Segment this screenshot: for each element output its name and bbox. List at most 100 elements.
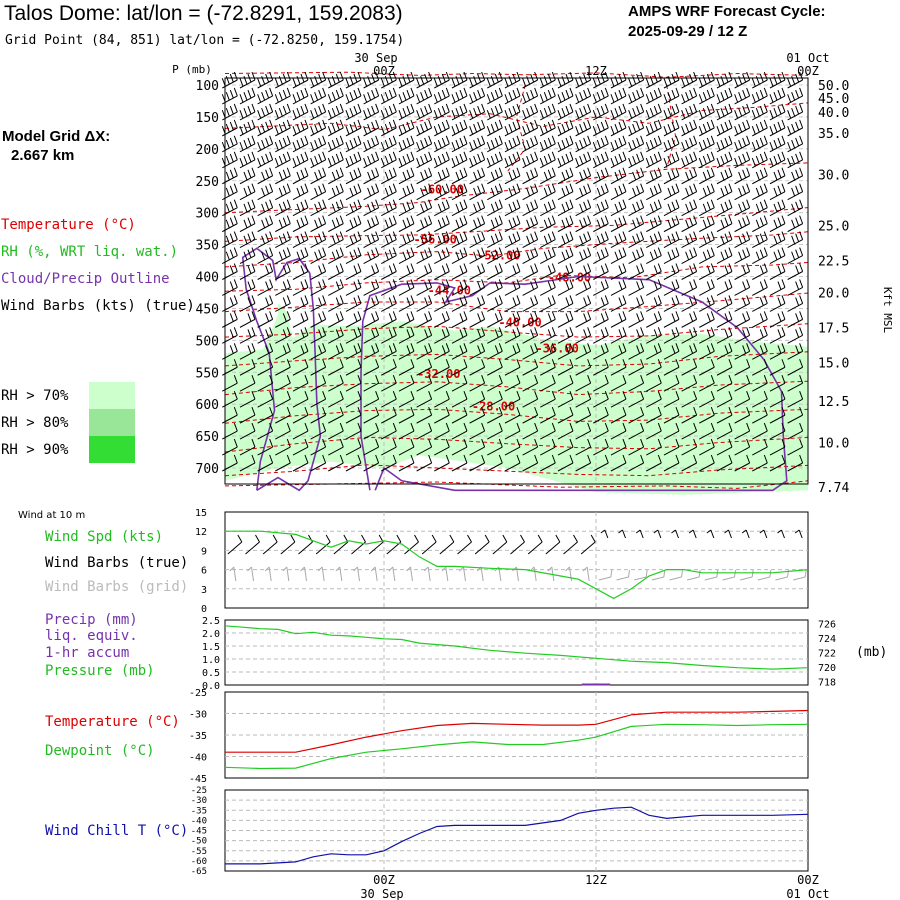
wind-barb bbox=[416, 295, 433, 312]
wind-barb bbox=[628, 311, 645, 328]
wind-barb bbox=[327, 87, 344, 105]
wind-barb bbox=[610, 311, 627, 328]
wind-barb bbox=[381, 199, 397, 217]
wind-barb bbox=[345, 247, 362, 264]
wind-barb bbox=[699, 327, 715, 344]
precip-label: Precip (mm) bbox=[45, 612, 138, 628]
wind-barb bbox=[646, 422, 662, 440]
wind-barb bbox=[222, 215, 238, 233]
wind-barb bbox=[469, 359, 486, 376]
kft-tick-label: 15.0 bbox=[818, 357, 849, 372]
wind-barb bbox=[486, 151, 503, 169]
temperature-line bbox=[225, 709, 809, 753]
wind-barb bbox=[752, 215, 768, 233]
wind-barb bbox=[310, 295, 327, 312]
wind-barb bbox=[469, 231, 486, 249]
wind-barb bbox=[769, 87, 786, 105]
wind-barb bbox=[381, 454, 397, 472]
wind-barb bbox=[646, 295, 662, 312]
wind-barb bbox=[381, 167, 397, 185]
wind-barb bbox=[716, 183, 733, 201]
wind-barb bbox=[681, 199, 698, 217]
wind-barb bbox=[681, 87, 698, 105]
top-date-label: 30 Sep bbox=[354, 51, 397, 65]
wind-barb bbox=[381, 183, 397, 201]
wind-barb bbox=[363, 183, 380, 201]
wind-barb bbox=[698, 87, 715, 105]
wind-barb bbox=[416, 135, 433, 153]
wind-barb bbox=[752, 263, 768, 280]
wind-barb bbox=[557, 359, 574, 376]
wind-barb bbox=[398, 247, 415, 264]
pressure-line bbox=[224, 625, 809, 670]
wind-barb-grid bbox=[335, 566, 343, 582]
wind-barb bbox=[239, 167, 256, 185]
wind-barb bbox=[646, 359, 662, 376]
wind-barb bbox=[539, 119, 556, 137]
wind-barb bbox=[557, 390, 574, 408]
precip-tick-label: 1.0 bbox=[202, 655, 220, 666]
wind-barb bbox=[593, 327, 609, 344]
wind-barb bbox=[239, 231, 256, 249]
wind-barb bbox=[787, 215, 804, 233]
wind-barb bbox=[522, 199, 539, 217]
wind-barb bbox=[363, 263, 380, 280]
wind-barb bbox=[557, 135, 574, 153]
wind-barb bbox=[681, 454, 698, 472]
wind-barb bbox=[504, 279, 521, 296]
wind-barb-grid bbox=[704, 569, 719, 581]
wind-barb bbox=[769, 390, 786, 408]
wind-barb bbox=[628, 406, 645, 424]
wind-barb bbox=[699, 438, 715, 456]
wind-barb bbox=[540, 199, 556, 217]
wind-barb bbox=[328, 215, 344, 233]
wind-barb bbox=[628, 422, 645, 440]
wind-barb bbox=[257, 279, 274, 296]
wind-barb bbox=[752, 247, 768, 264]
wind-barb bbox=[557, 311, 574, 328]
wind-barb-grid bbox=[459, 566, 466, 582]
wind-barb bbox=[292, 215, 309, 233]
precip-tick-label: 2.5 bbox=[202, 616, 220, 627]
wind-barb bbox=[663, 375, 680, 392]
wind-barb bbox=[681, 247, 698, 264]
wind-barb bbox=[787, 247, 804, 264]
wind-barb bbox=[398, 343, 415, 360]
wind-barb bbox=[787, 406, 804, 424]
wind-barb bbox=[275, 231, 291, 249]
wind-barb-true bbox=[315, 534, 331, 555]
wind-barb bbox=[575, 343, 592, 360]
wind-barb bbox=[681, 311, 698, 328]
wind-tick-label: 9 bbox=[201, 546, 207, 557]
wind-barb bbox=[381, 327, 397, 344]
legend-temperature: Temperature (°C) bbox=[1, 217, 136, 233]
wind-barb bbox=[327, 103, 344, 121]
wind-barb bbox=[504, 375, 521, 392]
wind-barb bbox=[681, 167, 698, 185]
wind-barb bbox=[487, 375, 503, 392]
isotherm-line bbox=[224, 262, 809, 292]
wind-barb bbox=[487, 438, 503, 456]
wind-barb bbox=[504, 359, 521, 376]
wind-barb bbox=[275, 295, 291, 312]
wind-barb bbox=[381, 263, 397, 280]
wind-barb bbox=[292, 87, 309, 105]
wind-barb bbox=[593, 215, 609, 233]
wind-barb bbox=[628, 183, 645, 201]
wind-barb bbox=[221, 87, 238, 105]
wind-barb bbox=[416, 422, 433, 440]
wind-barb bbox=[716, 295, 733, 312]
wind-barb-true bbox=[245, 534, 260, 555]
wind-barb bbox=[292, 167, 309, 185]
wind-barb bbox=[557, 151, 574, 169]
wind-barb bbox=[469, 215, 486, 233]
wind-barb bbox=[504, 327, 521, 344]
wind-barb bbox=[328, 390, 344, 408]
wind-barb bbox=[716, 438, 733, 456]
wind-barb bbox=[557, 422, 574, 440]
wind-barb bbox=[469, 422, 486, 440]
wind-barb bbox=[292, 103, 309, 121]
wind-barb bbox=[292, 151, 309, 169]
wind-barb bbox=[239, 438, 256, 456]
wind-barb bbox=[610, 199, 627, 217]
